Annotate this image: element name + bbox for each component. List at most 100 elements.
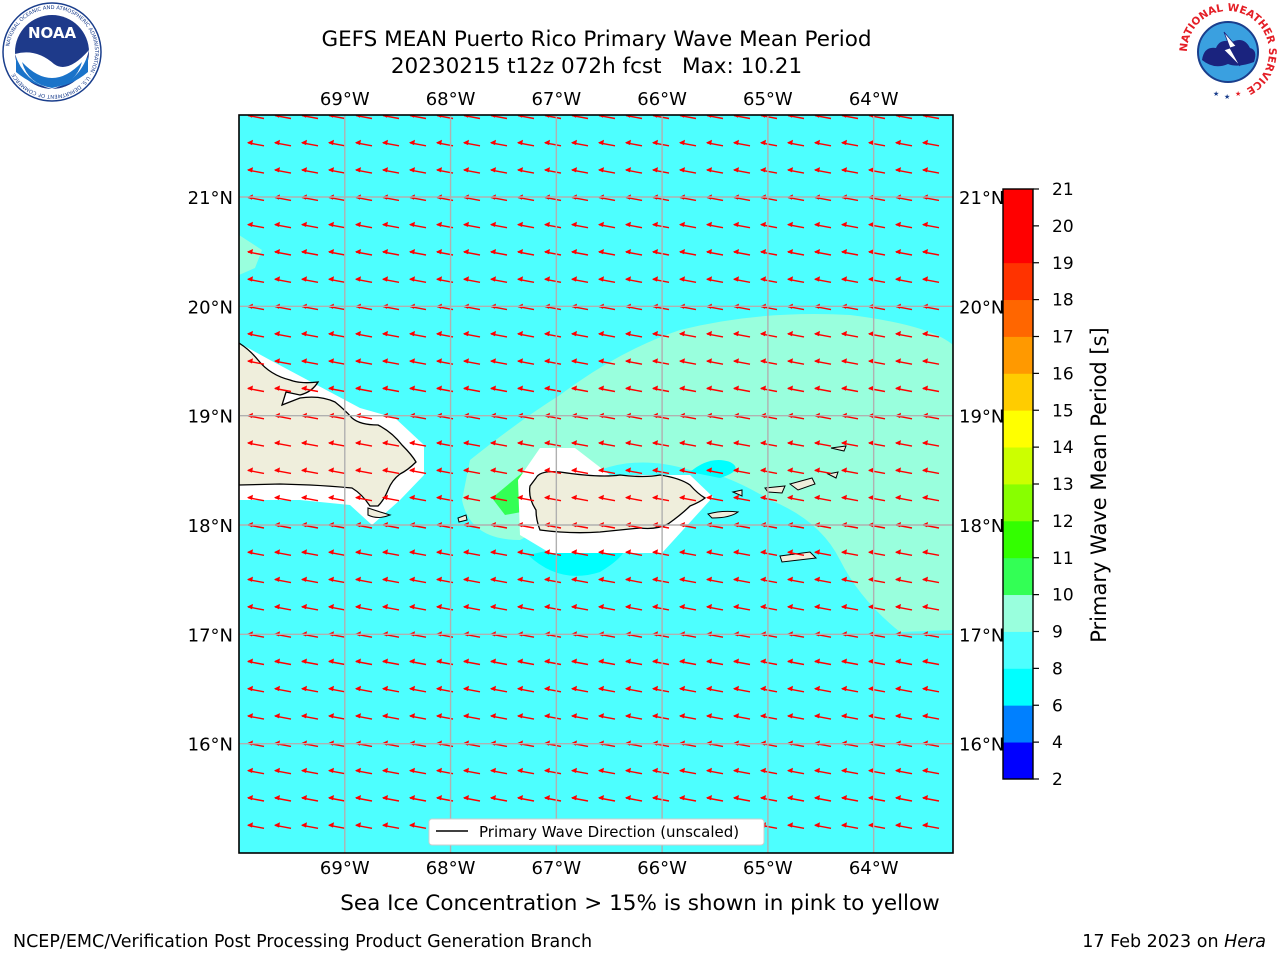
wave-arrow (787, 358, 805, 365)
wave-arrow (679, 658, 697, 666)
wave-arrow (517, 358, 535, 365)
wave-arrow (787, 549, 805, 556)
wave-arrow (247, 467, 265, 475)
colorbar-segment (1003, 189, 1033, 227)
wave-arrow (490, 685, 508, 693)
map-frame (238, 114, 954, 854)
wave-arrow (409, 249, 427, 256)
wave-arrow (733, 467, 751, 475)
colorbar-segment (1003, 484, 1033, 522)
wave-arrow (814, 713, 832, 720)
wave-arrow (355, 249, 373, 256)
wave-arrow (652, 549, 670, 556)
nws-logo: NATIONAL WEATHER SERVICE ★ ★ ★ (1178, 2, 1278, 101)
lat-label-left: 17°N (188, 625, 233, 646)
lat-label-left: 18°N (188, 516, 233, 537)
wave-arrow (625, 576, 643, 584)
wave-arrow (787, 221, 805, 229)
wave-arrow (247, 767, 265, 775)
footer-date-text: 17 Feb 2023 on (1082, 932, 1219, 952)
wave-arrow (274, 139, 292, 147)
wave-arrow (247, 249, 265, 256)
wave-arrow (625, 385, 643, 393)
wave-arrow (409, 494, 427, 502)
wave-arrow (679, 276, 697, 283)
wave-arrow (382, 576, 400, 584)
wave-arrow (463, 549, 481, 556)
wave-arrow (355, 221, 373, 229)
wave-arrow (922, 221, 940, 229)
wave-arrow (868, 385, 886, 393)
wave-arrow (625, 276, 643, 283)
wave-arrow (598, 549, 616, 556)
lat-label-left: 21°N (188, 188, 233, 209)
wave-arrow (841, 603, 859, 611)
wave-arrow (733, 767, 751, 775)
wave-arrow (517, 713, 535, 720)
wave-arrow (625, 358, 643, 365)
wave-arrow (814, 549, 832, 556)
wave-arrow (490, 576, 508, 584)
colorbar-tick-label: 21 (1052, 180, 1074, 200)
wave-arrow (598, 330, 616, 338)
wave-arrow (760, 494, 778, 502)
wave-arrow (247, 822, 265, 829)
wave-arrow (382, 139, 400, 147)
wave-arrow (355, 467, 373, 475)
wave-arrow (328, 767, 346, 775)
wave-arrow (301, 795, 319, 802)
wave-arrow (301, 221, 319, 229)
wave-arrow (733, 658, 751, 666)
wave-arrow (382, 385, 400, 393)
wave-arrow (814, 221, 832, 229)
wave-arrow (328, 822, 346, 829)
colorbar-tick-label: 15 (1052, 401, 1074, 421)
wave-arrow (544, 603, 562, 611)
wave-arrow (301, 658, 319, 666)
colorbar: 2 4 6 8 9 10 11 12 13 14 15 16 17 18 19 20 21 (1002, 180, 1074, 790)
wave-arrow (652, 603, 670, 611)
wave-arrow (733, 330, 751, 338)
wave-arrow (625, 467, 643, 475)
colorbar-segment (1003, 373, 1033, 411)
wave-arrow (679, 358, 697, 365)
wave-arrow (841, 440, 859, 447)
wave-arrow (625, 440, 643, 447)
wave-arrow (922, 139, 940, 147)
wave-arrow (652, 685, 670, 693)
wave-arrow (463, 276, 481, 283)
wave-arrow (301, 576, 319, 584)
wave-arrow (922, 385, 940, 393)
wave-arrow (760, 330, 778, 338)
wave-arrow (922, 330, 940, 338)
wave-arrow (841, 249, 859, 256)
wave-arrow (760, 440, 778, 447)
wave-arrow (895, 167, 913, 174)
wave-arrow (787, 795, 805, 802)
wave-arrow (544, 221, 562, 229)
wave-arrow (274, 549, 292, 556)
wave-arrow (382, 276, 400, 283)
wave-arrow (841, 467, 859, 475)
wave-arrow (760, 576, 778, 584)
colorbar-label: Primary Wave Mean Period [s] (1087, 327, 1111, 643)
lat-label-right: 21°N (959, 188, 1004, 209)
wave-arrow (868, 576, 886, 584)
wave-arrow (760, 221, 778, 229)
wave-arrow (328, 358, 346, 365)
wave-arrow (760, 603, 778, 611)
wave-arrow (382, 358, 400, 365)
wave-arrow (382, 221, 400, 229)
colorbar-segment (1003, 668, 1033, 706)
wave-arrow (733, 276, 751, 283)
wave-arrow (274, 467, 292, 475)
wave-arrow (868, 685, 886, 693)
wave-arrow (247, 139, 265, 147)
wave-arrow (274, 221, 292, 229)
wave-arrow (544, 440, 562, 447)
wave-arrow (247, 795, 265, 802)
wave-arrow (787, 767, 805, 775)
colorbar-segment (1003, 557, 1033, 596)
lat-label-right: 16°N (959, 735, 1004, 756)
wave-arrow (895, 494, 913, 502)
